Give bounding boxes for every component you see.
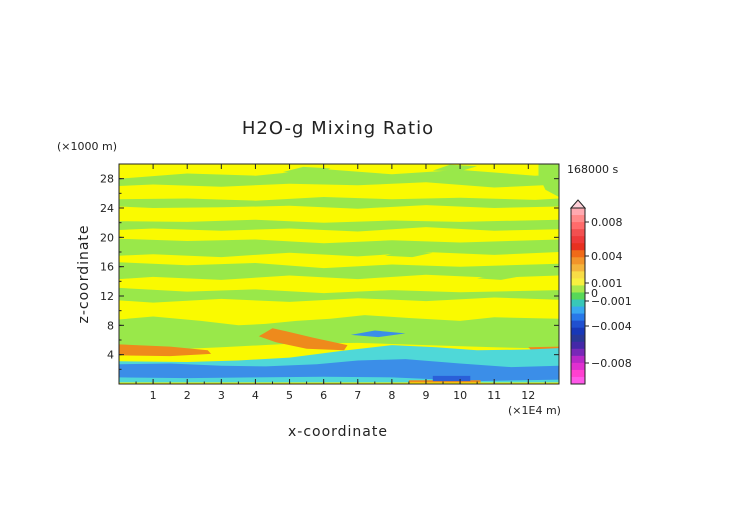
x-tick-label: 3 [218,389,225,402]
contour-region-blue-lens [350,330,406,338]
y-tick-label: 28 [100,173,114,186]
colorbar-arrow [569,199,587,209]
colorbar-segment [571,229,585,237]
colorbar-label: −0.004 [591,320,632,333]
contour-region-green-patch-b [432,164,478,172]
y-tick-label: 8 [107,319,114,332]
x-tick-label: 10 [453,389,467,402]
contour-region-orange-tongue [258,328,348,351]
colorbar-frame [570,207,586,385]
plot-frame [118,163,560,385]
colorbar-segment [571,327,585,336]
contour-region-upper-band-28 [119,169,559,188]
x-tick-label: 2 [184,389,191,402]
colorbar-segment [571,208,585,216]
colorbar-label: −0.001 [591,295,632,308]
time-label: 168000 s [567,163,618,176]
colorbar-label: 0 [591,287,598,300]
contour-region-lower-green [119,315,559,351]
x-tick-label: 1 [150,389,157,402]
colorbar-segment [571,376,585,385]
y-axis-ticks: 4 8 12 16 20 24 28 [100,163,559,370]
x-tick-label: 11 [487,389,501,402]
x-tick-label: 9 [422,389,429,402]
x-tick-label: 4 [252,389,259,402]
y-tick-label: 12 [100,290,114,303]
colorbar-segment [571,285,585,293]
colorbar-segment [571,299,585,308]
contour-region-green-patch-d [385,250,433,258]
y-tick-label: 20 [100,231,114,244]
contour-region-mid-band-18 [119,238,559,258]
y-axis-unit: (×1000 m) [57,140,117,153]
contour-region-mid-band-16 [119,262,559,280]
colorbar-label: 0.008 [591,216,623,229]
colorbar-segment [571,355,585,364]
x-tick-label: 6 [320,389,327,402]
plot-area [118,163,560,385]
contour-region-blue-dark-strip [432,375,471,382]
y-axis-label: z-coordinate [76,224,92,323]
y-tick-label: 16 [100,261,114,274]
x-tick-label: 12 [521,389,535,402]
contour-regions [119,164,559,383]
y-tick-label: 4 [107,349,114,362]
colorbar-label: −0.008 [591,357,632,370]
colorbar-segment [571,215,585,223]
y-tick-label: 24 [100,202,114,215]
contour-region-upper-band-24 [119,197,559,209]
colorbar-segment [571,313,585,322]
colorbar-segment [571,222,585,230]
colorbar-segment [571,264,585,272]
x-tick-label: 5 [286,389,293,402]
colorbar-segment [571,250,585,258]
colorbar-segment [571,243,585,251]
x-tick-label: 7 [354,389,361,402]
contour-region-upper-band-21 [119,219,559,232]
colorbar-segment [571,278,585,286]
colorbar-segment [571,306,585,315]
colorbar-segment [571,341,585,350]
colorbar-segment [571,236,585,244]
contour-region-green-patch-a [282,166,331,175]
x-axis-ticks: 1 2 3 4 5 6 7 8 9 10 11 12 [118,164,546,402]
colorbar-label: 0.004 [591,250,623,263]
contour-region-orange-left-layer [119,344,212,357]
chart-title: H2O-g Mixing Ratio [242,118,434,139]
x-axis-label: x-coordinate [288,424,388,440]
colorbar-segment [571,292,585,301]
x-tick-label: 8 [388,389,395,402]
x-axis-unit: (×1E4 m) [508,404,561,417]
colorbar-segment [571,257,585,265]
contour-region-green-patch-c [228,241,273,248]
colorbar-segment [571,320,585,329]
colorbar-segment [571,362,585,371]
contour-region-green-top-right [538,164,559,197]
contour-region-mid-band-12 [119,287,559,303]
colorbar-segment [571,334,585,343]
contour-region-green-patch-e [477,274,525,280]
colorbar-segment [571,348,585,357]
contour-region-blue-low [119,359,559,382]
colorbar-segment [571,271,585,279]
colorbar-segment [571,369,585,378]
colorbar-label: 0.001 [591,277,623,290]
